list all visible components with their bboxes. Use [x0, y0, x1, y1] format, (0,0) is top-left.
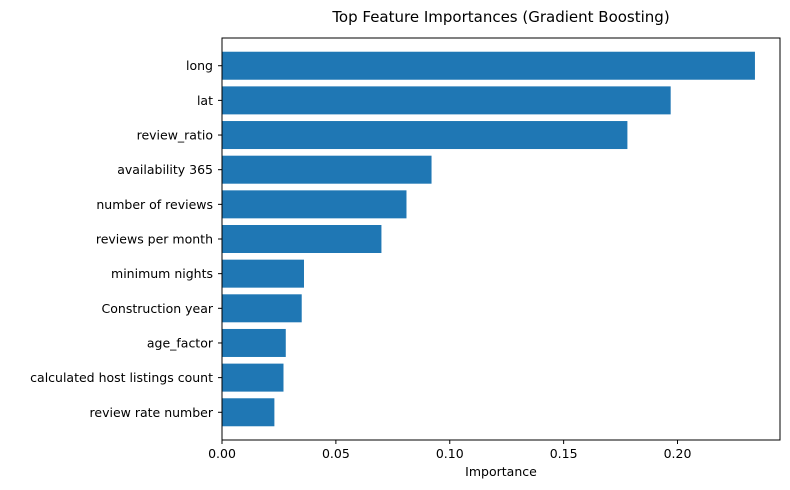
bar-7 — [222, 294, 302, 323]
y-tick-label-6: minimum nights — [111, 266, 213, 281]
y-tick-label-9: calculated host listings count — [30, 370, 213, 385]
x-tick-label-1: 0.05 — [322, 446, 350, 461]
plot-area: long lat review_ratio availability 365 numbe… — [30, 37, 781, 461]
y-tick-label-3: availability 365 — [117, 162, 213, 177]
y-tick-label-5: reviews per month — [96, 232, 213, 247]
bar-9 — [222, 363, 284, 392]
x-tick-label-3: 0.15 — [550, 446, 578, 461]
bar-1 — [222, 86, 671, 115]
bar-5 — [222, 225, 382, 253]
bar-8 — [222, 328, 286, 357]
x-tick-label-0: 0.00 — [208, 446, 236, 461]
x-tick-label-2: 0.10 — [436, 446, 464, 461]
y-tick-label-2: review_ratio — [137, 128, 213, 143]
y-tick-label-4: number of reviews — [96, 197, 213, 212]
bar-2 — [222, 121, 628, 150]
y-tick-label-7: Construction year — [102, 301, 214, 316]
bar-4 — [222, 190, 407, 219]
y-tick-label-1: lat — [197, 93, 213, 108]
x-tick-label-4: 0.20 — [664, 446, 692, 461]
y-tick-label-8: age_factor — [147, 335, 214, 350]
bar-10 — [222, 398, 275, 427]
y-tick-label-0: long — [186, 58, 213, 73]
bar-3 — [222, 155, 432, 184]
plot-frame — [221, 37, 781, 441]
bar-6 — [222, 259, 304, 288]
y-tick-label-10: review rate number — [90, 405, 214, 420]
bar-0 — [222, 51, 755, 80]
x-axis-label: Importance — [465, 464, 537, 479]
chart-title: Top Feature Importances (Gradient Boosti… — [331, 8, 669, 26]
